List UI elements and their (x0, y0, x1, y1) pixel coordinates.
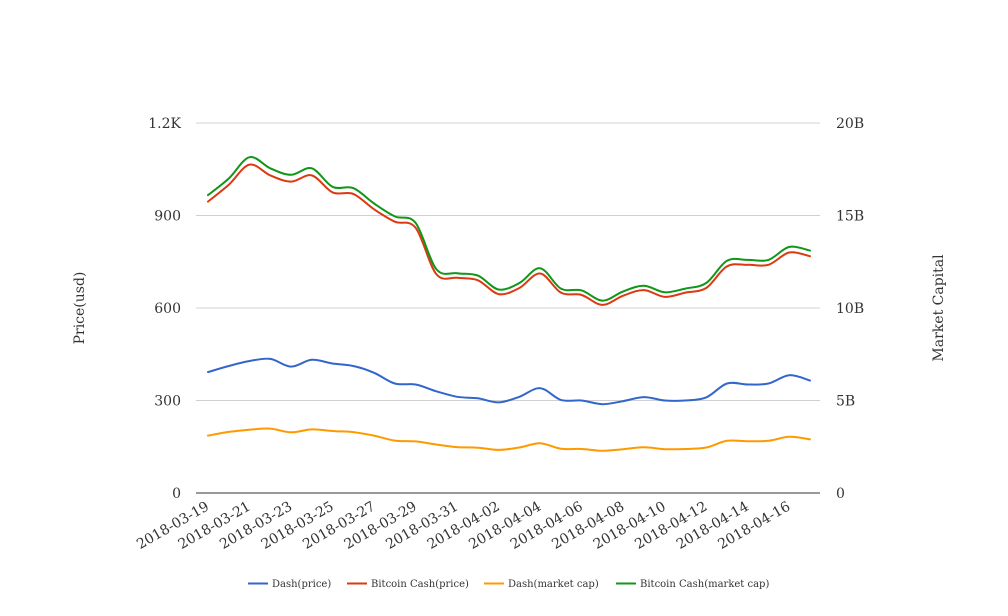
right-axis-title: Market Capital (931, 254, 947, 362)
left-axis-ticks: 0 300 600 900 1.2K (148, 116, 181, 502)
legend-label-bitcoin-cash-price: Bitcoin Cash(price) (371, 579, 469, 590)
right-axis-ticks: 0 5B 10B 15B 20B (836, 116, 864, 502)
right-tick-label: 5B (836, 394, 855, 410)
legend-label-bitcoin-cash-market-cap: Bitcoin Cash(market cap) (640, 579, 769, 590)
legend-label-dash-price: Dash(price) (272, 579, 331, 590)
series-line-dash-market-cap (207, 427, 811, 452)
series-line-bitcoin-cash-price (207, 163, 811, 306)
right-tick-label: 15B (836, 209, 864, 225)
left-tick-label: 300 (154, 394, 181, 410)
left-tick-label: 900 (154, 209, 181, 225)
left-axis-title: Price(usd) (72, 272, 88, 345)
right-tick-label: 20B (836, 116, 864, 132)
legend-label-dash-market-cap: Dash(market cap) (508, 579, 599, 590)
left-tick-label: 1.2K (148, 116, 181, 132)
legend: Dash(price) Bitcoin Cash(price) Dash(marke… (248, 579, 769, 590)
right-tick-label: 0 (836, 486, 845, 502)
series-lines (207, 156, 811, 452)
left-tick-label: 0 (172, 486, 181, 502)
series-line-dash-price (207, 357, 811, 406)
right-tick-label: 10B (836, 301, 864, 317)
series-line-bitcoin-cash-market-cap (207, 156, 811, 302)
left-tick-label: 600 (154, 301, 181, 317)
x-axis-ticks: 2018-03-192018-03-212018-03-232018-03-25… (134, 499, 793, 553)
